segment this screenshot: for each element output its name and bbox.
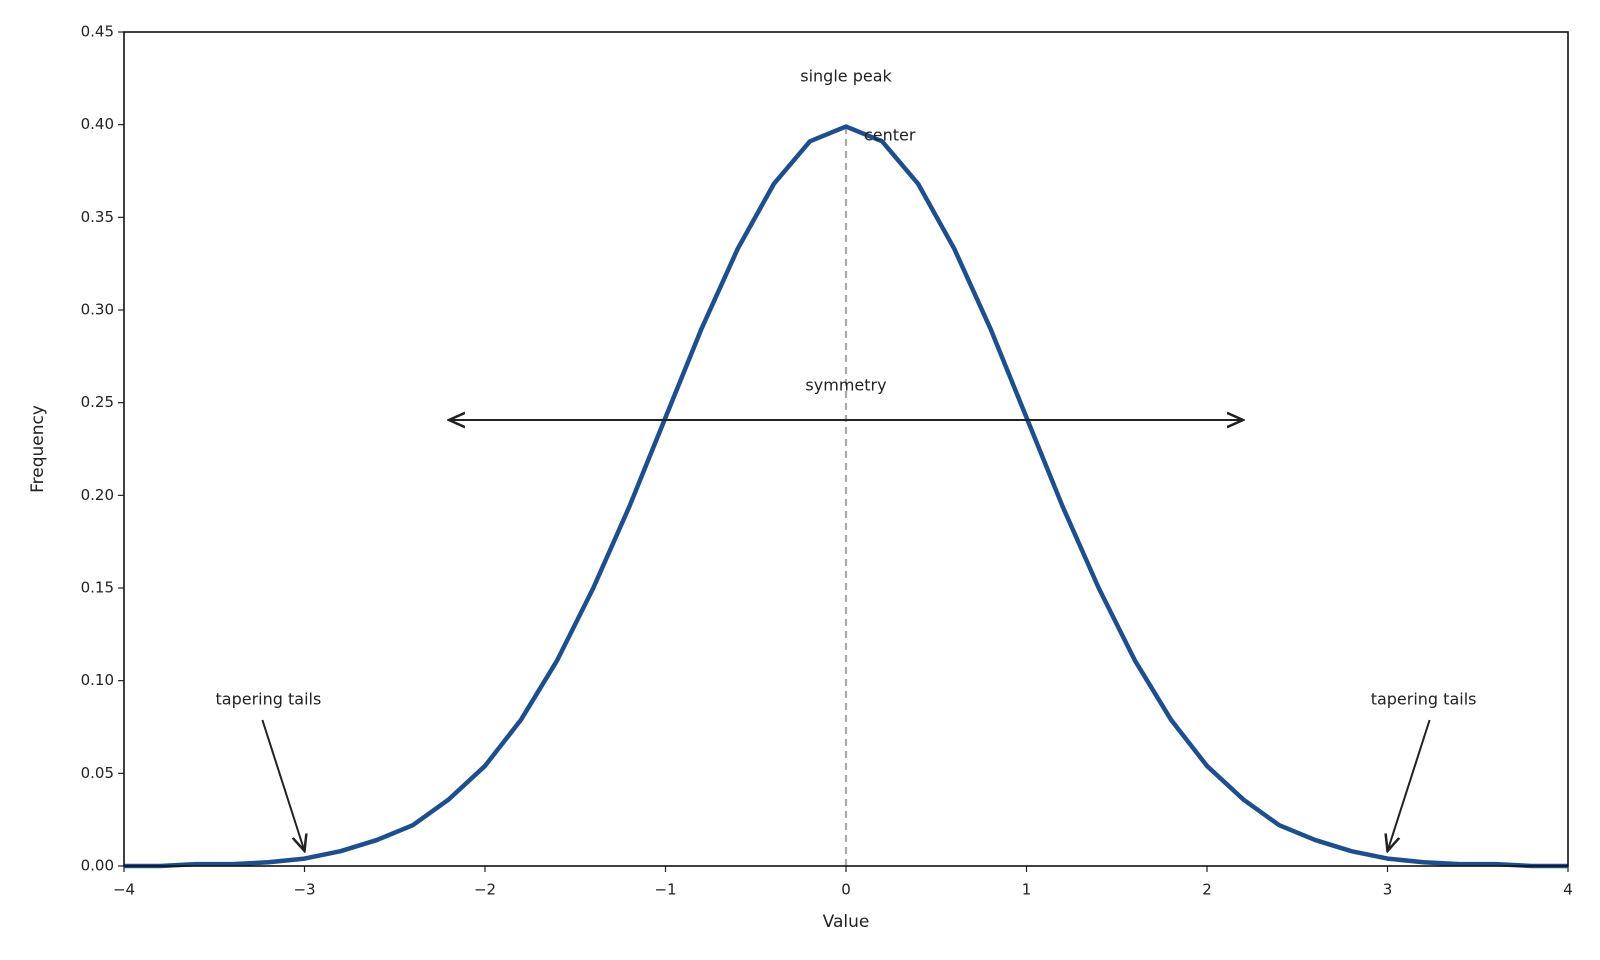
annotation-arrow <box>1388 719 1431 851</box>
annotation: center <box>864 126 916 145</box>
y-tick-label: 0.05 <box>81 764 114 782</box>
y-tick-label: 0.25 <box>81 393 114 411</box>
annotation: single peak <box>800 67 892 86</box>
y-tick-label: 0.15 <box>81 579 114 597</box>
x-tick-label: 2 <box>1202 881 1212 899</box>
annotation-arrow <box>261 719 304 851</box>
y-tick-label: 0.45 <box>81 23 114 41</box>
x-tick-label: 1 <box>1022 881 1032 899</box>
plot-frame <box>123 31 1569 867</box>
x-tick-label: −3 <box>293 881 315 899</box>
x-tick-label: −2 <box>474 881 496 899</box>
y-tick-label: 0.30 <box>81 301 114 319</box>
line-series <box>124 124 1568 869</box>
y-tick-label: 0.40 <box>81 115 114 133</box>
x-tick-label: 4 <box>1563 881 1573 899</box>
x-tick-label: 3 <box>1383 881 1393 899</box>
x-axis-label: Value <box>823 912 870 932</box>
annotation: tapering tails <box>216 690 322 709</box>
y-tick-label: 0.20 <box>81 486 114 504</box>
y-axis-label: Frequency <box>28 405 48 493</box>
annotation: tapering tails <box>1371 690 1477 709</box>
y-tick-label: 0.35 <box>81 208 114 226</box>
y-tick-label: 0.00 <box>81 857 114 875</box>
x-tick-label: 0 <box>841 881 851 899</box>
y-tick-label: 0.10 <box>81 671 114 689</box>
annotation: symmetry <box>805 376 886 395</box>
x-tick-label: −4 <box>113 881 135 899</box>
x-tick-label: −1 <box>654 881 676 899</box>
